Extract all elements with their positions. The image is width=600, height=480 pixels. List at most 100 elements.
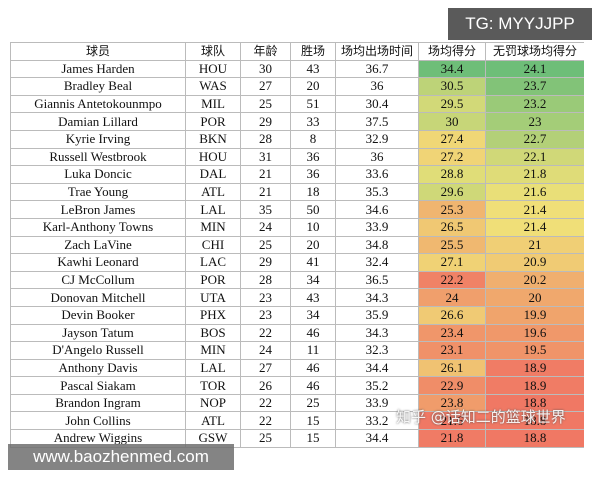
stat-cell: 21.8: [485, 165, 584, 184]
table-row: CJ McCollum POR 28 34 36.5 22.2 20.2: [10, 270, 584, 290]
stat-cell: 34.6: [335, 200, 419, 219]
stat-cell: 46: [290, 323, 336, 343]
header-cell: 年龄: [240, 42, 291, 61]
stat-cell: 36: [290, 165, 336, 184]
stat-cell: 18: [290, 182, 336, 202]
stat-cell: 30.4: [335, 94, 419, 114]
stat-cell: 37.5: [335, 112, 419, 131]
table-row: D'Angelo Russell MIN 24 11 32.3 23.1 19.5: [10, 341, 584, 360]
header-cell: 球员: [10, 42, 186, 61]
table-body: James Harden HOU 30 43 36.7 34.4 24.1 Bradley B…: [10, 59, 584, 448]
stat-cell: 32.4: [335, 253, 419, 272]
stat-cell: 24: [240, 341, 291, 360]
stat-cell: 36: [290, 147, 336, 167]
stat-cell: 31: [240, 147, 291, 167]
stat-cell: 22.9: [418, 376, 486, 395]
stat-cell: 24: [240, 217, 291, 237]
stat-cell: 34.8: [335, 235, 419, 255]
stat-cell: 33: [290, 112, 336, 131]
stat-cell: 50: [290, 200, 336, 219]
stat-cell: 36.7: [335, 59, 419, 79]
stat-cell: 25.3: [418, 200, 486, 219]
table-row: Russell Westbrook HOU 31 36 36 27.2 22.1: [10, 147, 584, 167]
stat-cell: ATL: [185, 182, 241, 202]
stat-cell: UTA: [185, 288, 241, 307]
stat-cell: 34: [290, 270, 336, 290]
stat-cell: LAC: [185, 253, 241, 272]
player-cell: LeBron James: [10, 200, 186, 219]
stat-cell: 21: [240, 165, 291, 184]
stat-cell: LAL: [185, 358, 241, 378]
stat-cell: 27: [240, 358, 291, 378]
stat-cell: 21.4: [485, 217, 584, 237]
header-cell: 球队: [185, 42, 241, 61]
stat-cell: POR: [185, 112, 241, 131]
stat-cell: 27.4: [418, 129, 486, 149]
stat-cell: 24.1: [485, 59, 584, 79]
stat-cell: 19.9: [485, 305, 584, 325]
stat-cell: HOU: [185, 147, 241, 167]
player-cell: Anthony Davis: [10, 358, 186, 378]
stat-cell: CHI: [185, 235, 241, 255]
stat-cell: BKN: [185, 129, 241, 149]
stat-cell: NOP: [185, 393, 241, 413]
stat-cell: 20.9: [485, 253, 584, 272]
stat-cell: 29: [240, 253, 291, 272]
header-row: 球员 球队 年龄 胜场 场均出场时间 场均得分 无罚球场均得分: [10, 42, 584, 61]
player-cell: Zach LaVine: [10, 235, 186, 255]
table-row: Damian Lillard POR 29 33 37.5 30 23: [10, 112, 584, 131]
stat-cell: PHX: [185, 305, 241, 325]
stat-cell: 23.1: [418, 341, 486, 360]
stat-cell: 29: [240, 112, 291, 131]
stat-cell: 27.1: [418, 253, 486, 272]
stat-cell: 21: [240, 182, 291, 202]
stat-cell: 35.3: [335, 182, 419, 202]
stat-cell: 33.9: [335, 393, 419, 413]
table-row: Zach LaVine CHI 25 20 34.8 25.5 21: [10, 235, 584, 255]
stat-cell: 22: [240, 393, 291, 413]
stat-cell: 21.4: [485, 200, 584, 219]
stat-cell: 22: [240, 411, 291, 431]
player-cell: Giannis Antetokounmpo: [10, 94, 186, 114]
stat-cell: 21.8: [418, 429, 486, 448]
stat-cell: 29.6: [418, 182, 486, 202]
stat-cell: 23: [240, 305, 291, 325]
stat-cell: 30.5: [418, 77, 486, 96]
stat-cell: 43: [290, 59, 336, 79]
stat-cell: 23.4: [418, 323, 486, 343]
stat-cell: 51: [290, 94, 336, 114]
stat-cell: 22.2: [418, 270, 486, 290]
stat-cell: 27.2: [418, 147, 486, 167]
stat-cell: 36: [335, 77, 419, 96]
player-cell: Pascal Siakam: [10, 376, 186, 395]
table-row: John Collins ATL 22 15 33.2 21.6 18.8: [10, 411, 584, 431]
watermark-top: TG: MYYJJPP: [448, 8, 592, 40]
stat-cell: 10: [290, 217, 336, 237]
stat-cell: 23: [240, 288, 291, 307]
stat-cell: TOR: [185, 376, 241, 395]
stat-cell: 36.5: [335, 270, 419, 290]
stat-cell: 23.7: [485, 77, 584, 96]
stat-cell: 22: [240, 323, 291, 343]
stat-cell: 34.4: [418, 59, 486, 79]
stat-cell: 25: [240, 429, 291, 448]
watermark-middle: 知乎 @话知二的篮球世界: [396, 408, 566, 426]
table-row: James Harden HOU 30 43 36.7 34.4 24.1: [10, 59, 584, 79]
stat-cell: 24: [418, 288, 486, 307]
stat-cell: HOU: [185, 59, 241, 79]
stat-cell: 19.5: [485, 341, 584, 360]
stat-cell: 32.9: [335, 129, 419, 149]
stat-cell: 18.9: [485, 376, 584, 395]
table-row: Giannis Antetokounmpo MIL 25 51 30.4 29.5 23.2: [10, 94, 584, 114]
stat-cell: MIL: [185, 94, 241, 114]
stat-cell: WAS: [185, 77, 241, 96]
table-row: Jayson Tatum BOS 22 46 34.3 23.4 19.6: [10, 323, 584, 343]
stat-cell: 21: [485, 235, 584, 255]
stat-cell: 33.9: [335, 217, 419, 237]
stat-cell: 26.1: [418, 358, 486, 378]
header-cell: 胜场: [290, 42, 336, 61]
stat-cell: GSW: [185, 429, 241, 448]
stat-cell: 28: [240, 129, 291, 149]
watermark-bottom: www.baozhenmed.com: [8, 444, 234, 470]
